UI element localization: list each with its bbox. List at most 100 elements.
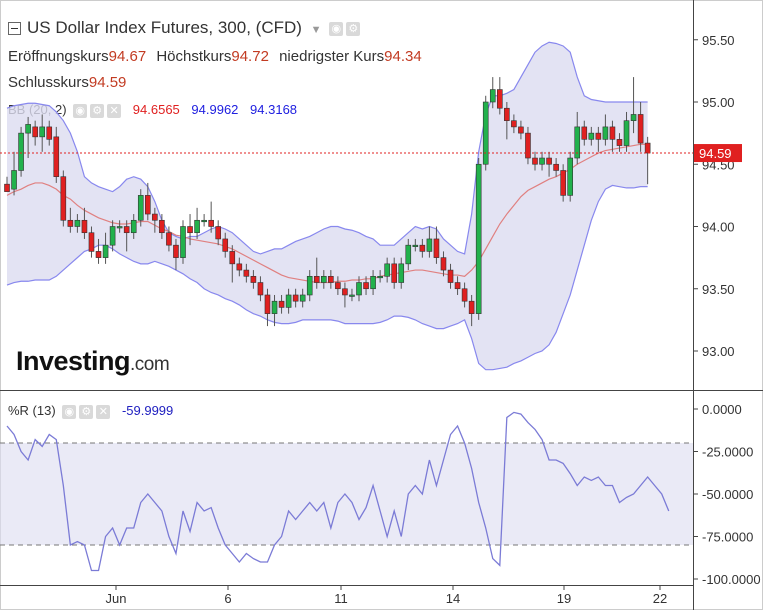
y-tick-label: 93.50 [702,282,735,297]
candle-body [299,294,306,302]
bb-lower-line [6,184,648,371]
candle-body [342,288,348,296]
close-icon[interactable]: ✕ [107,103,122,118]
candle-body [285,294,292,308]
candle-body [525,132,531,159]
candle-body [278,300,285,308]
candle-body [363,282,369,290]
open-label: Eröffnungskurs [8,48,109,65]
candle-body [236,263,243,271]
x-tick-label: 6 [224,591,231,606]
visibility-icon[interactable]: ◉ [329,21,344,36]
close-icon[interactable]: ✕ [96,404,111,419]
price-badge-label: 94.59 [699,146,732,161]
logo-suffix: .com [130,354,170,375]
candle-body [433,238,440,258]
candle-body [25,124,31,134]
candle-body [602,126,609,140]
candle-body [419,244,426,252]
candle-body [370,275,376,290]
x-tick-label: 11 [334,591,348,606]
candle-body [46,126,53,140]
candle-body [95,251,102,258]
candle-body [539,157,545,165]
candle-body [426,238,433,252]
candle-body [644,142,651,154]
candle-body [384,263,390,277]
chart-title[interactable]: US Dollar Index Futures, 300, (CFD) [27,18,302,37]
x-tick-label: Jun [106,591,127,606]
candle-body [187,226,193,234]
candle-body [257,282,264,296]
candle-body [109,226,116,246]
visibility-icon[interactable]: ◉ [62,404,77,419]
candle-body [489,89,496,103]
wr-y-tick-label: -25.0000 [702,445,753,460]
gear-icon[interactable]: ⚙ [90,103,105,118]
close-value: 94.59 [88,74,127,91]
candle-body [123,226,130,234]
candle-body [271,300,278,314]
candle-body [412,244,419,247]
candle-body [581,126,588,140]
chevron-down-icon[interactable]: ▼ [310,24,322,36]
candle-body [137,195,144,221]
candle-body [81,219,88,234]
candle-body [560,170,566,196]
candle-body [264,294,271,314]
candle-body [454,282,461,290]
candle-body [74,219,81,227]
wr-y-tick-label: 0.0000 [702,402,742,417]
bb-band-fill [7,42,648,370]
bb-mid-line [6,143,648,284]
close-label: Schlusskurs [8,74,89,91]
candle-body [173,244,179,258]
candle-body [250,275,257,283]
wr-label[interactable]: %R (13) [8,403,56,418]
candle-body [243,269,250,277]
gear-icon[interactable]: ⚙ [79,404,94,419]
low-value: 94.34 [384,48,422,65]
low-label: niedrigster Kurs [279,48,385,65]
candle-body [229,251,236,265]
collapse-icon[interactable] [8,22,21,36]
candle-body [39,126,46,138]
x-tick-label: 14 [446,591,460,606]
candle-body [4,183,10,192]
candle-body [60,176,67,221]
candle-body [546,157,552,165]
wr-y-tick-label: -50.0000 [702,487,753,502]
candle-body [616,139,623,146]
candle-body [595,132,602,140]
y-tick-label: 95.00 [702,95,735,110]
candle-body [461,288,468,302]
candle-body [504,107,510,121]
bb-lower-value: 94.3168 [250,102,298,117]
candle-body [292,294,299,302]
candle-body [67,219,74,227]
candle-body [553,163,559,171]
candle-body [588,132,595,140]
gear-icon[interactable]: ⚙ [346,21,361,36]
candle-body [166,232,172,246]
x-tick-label: 19 [557,591,571,606]
candle-body [215,226,221,240]
candle-body [18,132,24,171]
candle-body [201,219,207,223]
candle-body [130,219,137,234]
candle-body [440,257,447,271]
candle-body [630,114,637,121]
wr-value: -59.9999 [121,403,174,418]
candle-body [328,275,334,283]
candle-body [194,219,200,234]
candle-body [159,219,165,234]
candle-body [532,157,538,165]
candle-body [152,213,158,221]
wr-legend: %R (13) ◉ ⚙ ✕ -59.9999 [8,403,173,419]
visibility-icon[interactable]: ◉ [73,103,88,118]
candle-body [496,89,503,109]
candle-body [356,282,362,296]
candle-body [11,170,17,190]
candle-body [180,226,186,258]
